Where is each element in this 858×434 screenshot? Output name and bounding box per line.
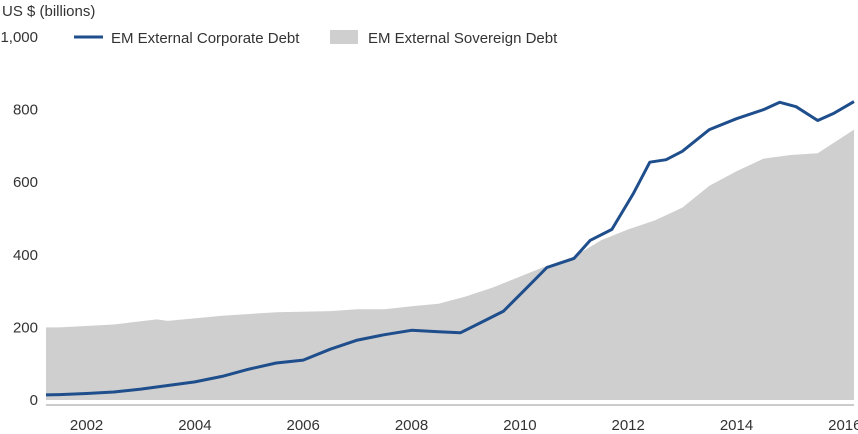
legend: EM External Corporate Debt EM External S…	[74, 30, 558, 47]
y-tick-label: 1,000	[0, 29, 38, 46]
legend-sovereign-label: EM External Sovereign Debt	[368, 30, 558, 47]
x-tick-label: 2006	[287, 417, 320, 434]
y-axis-title: US $ (billions)	[2, 3, 95, 20]
sovereign-area-layer	[46, 129, 854, 400]
y-axis-ticks: 0 200 400 600 800 1,000	[0, 29, 38, 409]
x-tick-label: 2012	[612, 417, 645, 434]
x-tick-label: 2014	[720, 417, 753, 434]
x-tick-label: 2016	[828, 417, 858, 434]
x-tick-label: 2004	[178, 417, 211, 434]
x-tick-label: 2010	[503, 417, 536, 434]
x-tick-label: 2002	[70, 417, 103, 434]
y-tick-label: 200	[13, 319, 38, 336]
y-tick-label: 0	[30, 392, 38, 409]
y-tick-label: 400	[13, 247, 38, 264]
legend-sovereign-swatch	[330, 30, 358, 44]
sovereign-debt-area	[46, 129, 854, 400]
x-tick-label: 2008	[395, 417, 428, 434]
corporate-debt-line	[45, 100, 855, 397]
y-tick-label: 800	[13, 102, 38, 119]
legend-corporate-label: EM External Corporate Debt	[111, 30, 300, 47]
x-axis-ticks: 2002 2004 2006 2008 2010 2012 2014 2016	[70, 417, 858, 434]
corporate-line-layer	[45, 100, 855, 397]
y-tick-label: 600	[13, 174, 38, 191]
